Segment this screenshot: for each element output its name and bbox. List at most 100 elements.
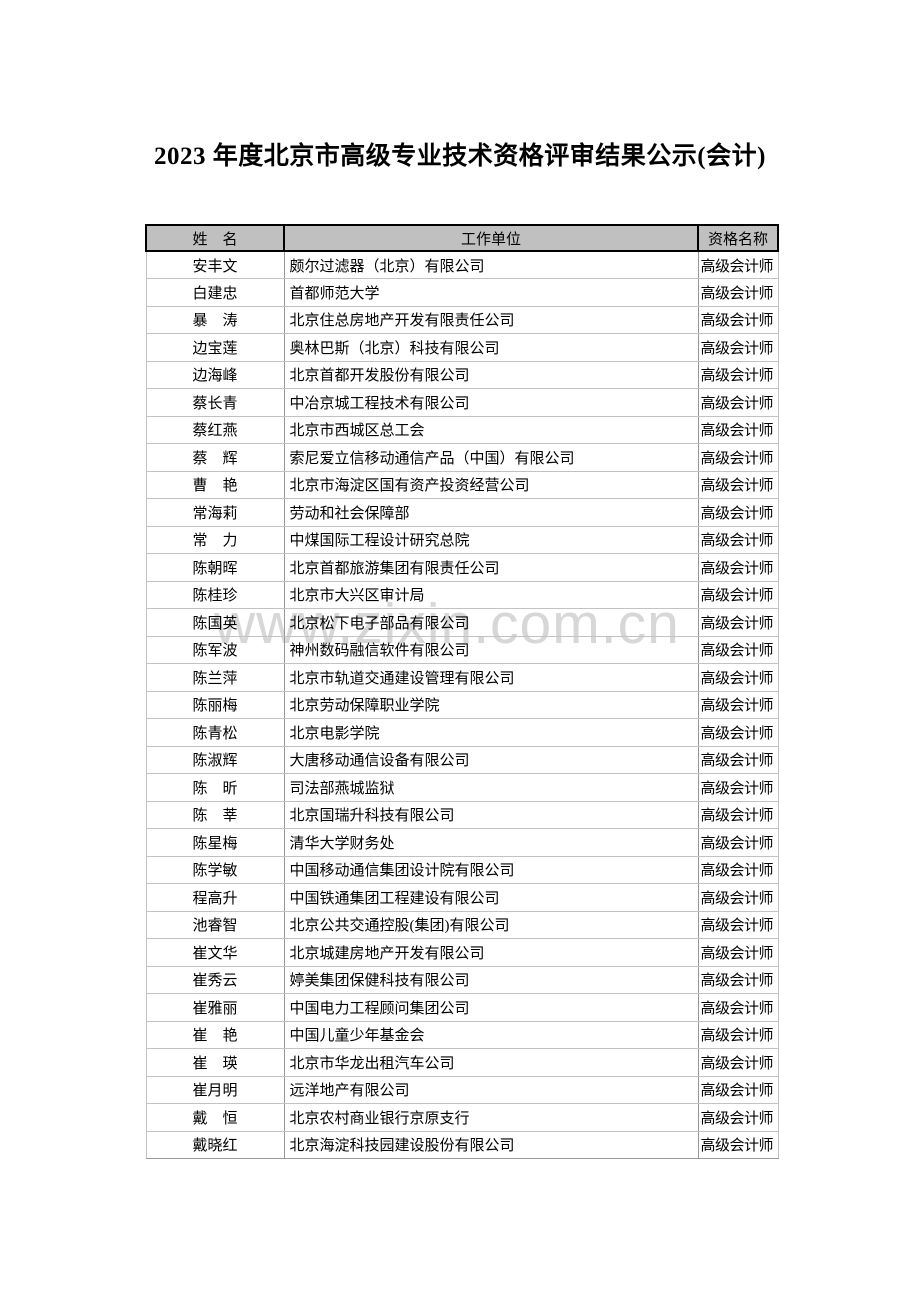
table-row: 曹 艳北京市海淀区国有资产投资经营公司 高级会计师 [145, 470, 779, 499]
table-row: 陈军波 神州数码融信软件有限公司 高级会计师 [145, 635, 779, 664]
cell-employer: 中国移动通信集团设计院有限公司 [283, 855, 699, 884]
cell-employer: 中国铁通集团工程建设有限公司 [283, 883, 699, 912]
cell-name: 陈军波 [145, 635, 285, 664]
cell-qualification: 高级会计师 [697, 415, 779, 444]
cell-employer: 清华大学财务处 [283, 828, 699, 857]
header-name: 姓 名 [145, 224, 285, 252]
cell-qualification: 高级会计师 [697, 553, 779, 582]
table-row: 陈星梅 清华大学财务处 高级会计师 [145, 828, 779, 857]
table-row: 蔡长青 中冶京城工程技术有限公司 高级会计师 [145, 388, 779, 417]
cell-qualification: 高级会计师 [697, 938, 779, 967]
table-row: 陈淑辉 大唐移动通信设备有限公司 高级会计师 [145, 745, 779, 774]
cell-qualification: 高级会计师 [697, 1103, 779, 1132]
cell-name: 戴 恒 [145, 1103, 285, 1132]
table-row: 戴晓红 北京海淀科技园建设股份有限公司 高级会计师 [145, 1130, 779, 1159]
table-row: 崔文华 北京城建房地产开发有限公司 高级会计师 [145, 938, 779, 967]
cell-employer: 司法部燕城监狱 [283, 773, 699, 802]
cell-name: 陈兰萍 [145, 663, 285, 692]
table-row: 边海峰 北京首都开发股份有限公司 高级会计师 [145, 360, 779, 389]
cell-qualification: 高级会计师 [697, 965, 779, 994]
cell-employer: 北京市华龙出租汽车公司 [283, 1048, 699, 1077]
cell-qualification: 高级会计师 [697, 305, 779, 334]
cell-employer: 北京劳动保障职业学院 [283, 690, 699, 719]
table-row: 崔月明 远洋地产有限公司 高级会计师 [145, 1075, 779, 1104]
table-row: 暴 涛北京住总房地产开发有限责任公司 高级会计师 [145, 305, 779, 334]
cell-qualification: 高级会计师 [697, 773, 779, 802]
cell-qualification: 高级会计师 [697, 1020, 779, 1049]
cell-qualification: 高级会计师 [697, 910, 779, 939]
table-row: 边宝莲 奥林巴斯（北京）科技有限公司 高级会计师 [145, 333, 779, 362]
cell-name: 蔡红燕 [145, 415, 285, 444]
cell-employer: 北京农村商业银行京原支行 [283, 1103, 699, 1132]
cell-name: 边宝莲 [145, 333, 285, 362]
table-row: 蔡 辉索尼爱立信移动通信产品（中国）有限公司 高级会计师 [145, 443, 779, 472]
table-row: 池睿智 北京公共交通控股(集团)有限公司 高级会计师 [145, 910, 779, 939]
cell-qualification: 高级会计师 [697, 388, 779, 417]
table-row: 陈 莘北京国瑞升科技有限公司 高级会计师 [145, 800, 779, 829]
cell-qualification: 高级会计师 [697, 1048, 779, 1077]
table-row: 崔 艳中国儿童少年基金会 高级会计师 [145, 1020, 779, 1049]
table-row: 陈 昕司法部燕城监狱 高级会计师 [145, 773, 779, 802]
table-row: 崔秀云 婷美集团保健科技有限公司 高级会计师 [145, 965, 779, 994]
cell-employer: 劳动和社会保障部 [283, 498, 699, 527]
cell-qualification: 高级会计师 [697, 663, 779, 692]
cell-name: 崔 艳 [145, 1020, 285, 1049]
cell-qualification: 高级会计师 [697, 993, 779, 1022]
cell-qualification: 高级会计师 [697, 1130, 779, 1159]
cell-name: 陈 昕 [145, 773, 285, 802]
cell-employer: 首都师范大学 [283, 278, 699, 307]
cell-name: 崔文华 [145, 938, 285, 967]
results-table-header: 姓 名 工作单位 资格名称 [145, 224, 779, 252]
results-table: 姓 名 工作单位 资格名称 安丰文 颇尔过滤器（北京）有限公司 高级会计师 白建忠 首都… [145, 224, 779, 1159]
cell-qualification: 高级会计师 [697, 333, 779, 362]
cell-name: 白建忠 [145, 278, 285, 307]
cell-employer: 中煤国际工程设计研究总院 [283, 525, 699, 554]
results-table-body: 安丰文 颇尔过滤器（北京）有限公司 高级会计师 白建忠 首都师范大学 高级会计师暴 涛北京… [145, 250, 779, 1159]
cell-employer: 北京国瑞升科技有限公司 [283, 800, 699, 829]
cell-name: 边海峰 [145, 360, 285, 389]
cell-name: 曹 艳 [145, 470, 285, 499]
cell-employer: 北京市西城区总工会 [283, 415, 699, 444]
table-row: 陈学敏 中国移动通信集团设计院有限公司 高级会计师 [145, 855, 779, 884]
cell-qualification: 高级会计师 [697, 1075, 779, 1104]
table-row: 常 力中煤国际工程设计研究总院 高级会计师 [145, 525, 779, 554]
cell-qualification: 高级会计师 [697, 608, 779, 637]
cell-name: 崔月明 [145, 1075, 285, 1104]
table-row: 崔 瑛北京市华龙出租汽车公司 高级会计师 [145, 1048, 779, 1077]
cell-employer: 奥林巴斯（北京）科技有限公司 [283, 333, 699, 362]
cell-qualification: 高级会计师 [697, 828, 779, 857]
cell-qualification: 高级会计师 [697, 800, 779, 829]
cell-name: 常海莉 [145, 498, 285, 527]
page-title: 2023 年度北京市高级专业技术资格评审结果公示(会计) [154, 143, 766, 170]
cell-name: 池睿智 [145, 910, 285, 939]
cell-name: 陈淑辉 [145, 745, 285, 774]
table-row: 陈兰萍 北京市轨道交通建设管理有限公司 高级会计师 [145, 663, 779, 692]
cell-name: 常 力 [145, 525, 285, 554]
cell-name: 陈青松 [145, 718, 285, 747]
cell-name: 崔秀云 [145, 965, 285, 994]
cell-name: 崔雅丽 [145, 993, 285, 1022]
cell-name: 安丰文 [145, 250, 285, 279]
cell-name: 蔡 辉 [145, 443, 285, 472]
cell-employer: 北京市轨道交通建设管理有限公司 [283, 663, 699, 692]
table-row: 陈丽梅 北京劳动保障职业学院 高级会计师 [145, 690, 779, 719]
cell-employer: 颇尔过滤器（北京）有限公司 [283, 250, 699, 279]
table-row: 陈国英 北京松下电子部品有限公司 高级会计师 [145, 608, 779, 637]
cell-qualification: 高级会计师 [697, 855, 779, 884]
cell-qualification: 高级会计师 [697, 360, 779, 389]
table-row: 白建忠 首都师范大学 高级会计师 [145, 278, 779, 307]
cell-qualification: 高级会计师 [697, 718, 779, 747]
table-row: 崔雅丽 中国电力工程顾问集团公司 高级会计师 [145, 993, 779, 1022]
table-row: 安丰文 颇尔过滤器（北京）有限公司 高级会计师 [145, 250, 779, 279]
cell-employer: 北京公共交通控股(集团)有限公司 [283, 910, 699, 939]
cell-employer: 神州数码融信软件有限公司 [283, 635, 699, 664]
cell-employer: 北京市大兴区审计局 [283, 580, 699, 609]
cell-employer: 索尼爱立信移动通信产品（中国）有限公司 [283, 443, 699, 472]
table-row: 蔡红燕 北京市西城区总工会 高级会计师 [145, 415, 779, 444]
cell-employer: 北京城建房地产开发有限公司 [283, 938, 699, 967]
cell-name: 陈国英 [145, 608, 285, 637]
cell-name: 程高升 [145, 883, 285, 912]
cell-name: 暴 涛 [145, 305, 285, 334]
cell-employer: 北京松下电子部品有限公司 [283, 608, 699, 637]
